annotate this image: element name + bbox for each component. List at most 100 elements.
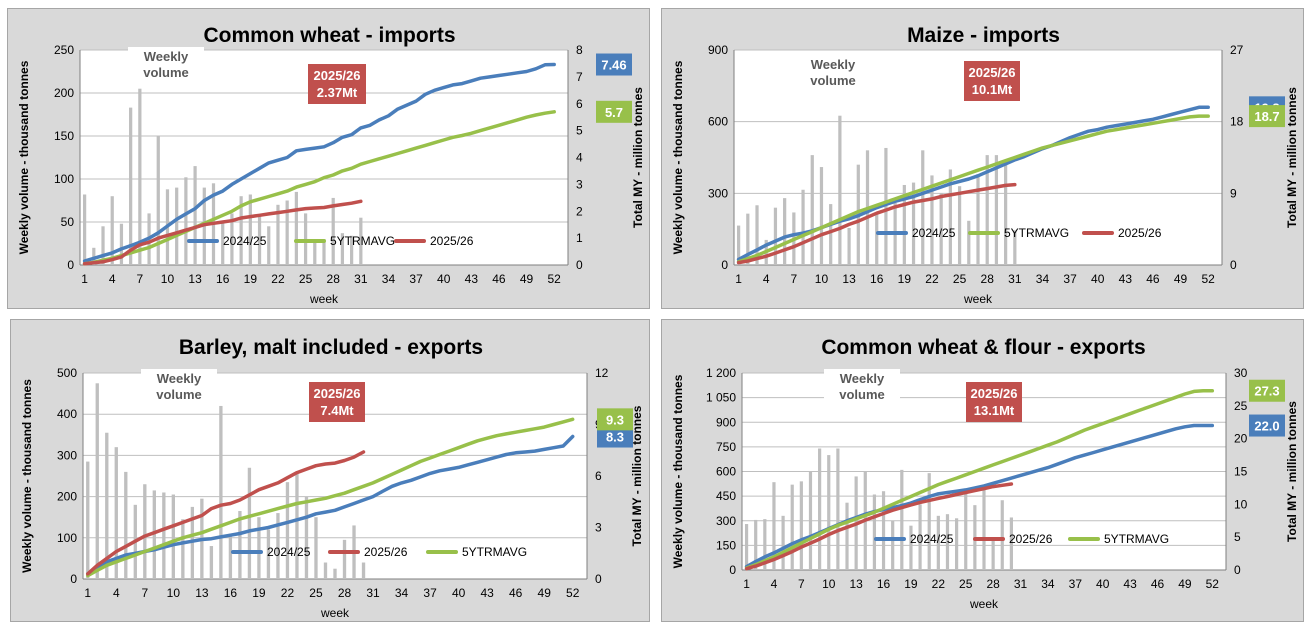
bars-label-line1: Weekly bbox=[157, 371, 202, 386]
bar bbox=[331, 197, 335, 265]
x-tick-label: 7 bbox=[791, 272, 798, 286]
annotation-line1: 2025/26 bbox=[969, 65, 1016, 80]
x-tick-label: 19 bbox=[252, 586, 266, 600]
y2-tick-label: 3 bbox=[595, 521, 602, 535]
chart-panel-barley-exports: Barley, malt included - exports 0 100 200 30… bbox=[10, 319, 650, 622]
legend-label: 2025/26 bbox=[1118, 226, 1162, 240]
x-tick-label: 40 bbox=[1096, 577, 1110, 591]
annotation-line2: 13.1Mt bbox=[974, 403, 1015, 418]
y2-tick-label: 30 bbox=[1234, 366, 1248, 380]
y2-tick-label: 9 bbox=[1230, 186, 1237, 200]
bar bbox=[82, 194, 87, 265]
y2-tick-label: 7 bbox=[576, 70, 583, 84]
x-tick-label: 34 bbox=[395, 586, 409, 600]
bar bbox=[1013, 230, 1017, 265]
x-tick-label: 28 bbox=[338, 586, 352, 600]
bars-label-line2: volume bbox=[143, 65, 189, 80]
end-value-label: 27.3 bbox=[1254, 384, 1279, 399]
bar bbox=[152, 490, 156, 579]
bar bbox=[239, 196, 243, 265]
x-tick-label: 16 bbox=[224, 586, 238, 600]
annotation-box bbox=[966, 382, 1022, 422]
y-tick-label: 500 bbox=[57, 366, 77, 380]
end-value-label: 5.7 bbox=[605, 105, 623, 120]
x-tick-label: 25 bbox=[959, 577, 973, 591]
bar bbox=[266, 529, 271, 579]
bar bbox=[818, 448, 822, 570]
x-axis-label: week bbox=[320, 606, 350, 620]
legend-label: 2024/25 bbox=[910, 532, 954, 546]
x-tick-label: 43 bbox=[480, 586, 494, 600]
y2-axis-label: Total MY - million tonnes bbox=[1285, 401, 1299, 542]
x-tick-label: 7 bbox=[137, 272, 144, 286]
x-tick-label: 4 bbox=[771, 577, 778, 591]
legend-label: 2025/26 bbox=[364, 545, 408, 559]
bar bbox=[819, 167, 824, 265]
bar bbox=[744, 524, 749, 570]
series-line-2025-26 bbox=[736, 182, 1017, 265]
y-axis-label: Weekly volume - thousand tonnes bbox=[671, 60, 685, 254]
y2-tick-label: 1 bbox=[576, 231, 583, 245]
annotation-line2: 7.4Mt bbox=[320, 403, 354, 418]
chart-svg: Barley, malt included - exports010020030… bbox=[20, 336, 644, 620]
bar bbox=[193, 166, 197, 265]
y2-axis-label: Total MY - million tonnes bbox=[630, 405, 644, 546]
bar bbox=[114, 447, 118, 579]
bars-label-line2: volume bbox=[839, 387, 885, 402]
bar bbox=[964, 492, 968, 570]
y-axis-label: Weekly volume - thousand tonnes bbox=[17, 60, 31, 254]
y-tick-label: 0 bbox=[721, 258, 728, 272]
bar bbox=[110, 196, 114, 265]
annotation-line2: 2.37Mt bbox=[317, 85, 358, 100]
bars-label-bg bbox=[128, 47, 204, 81]
y2-tick-label: 0 bbox=[1230, 258, 1237, 272]
bar bbox=[773, 207, 778, 265]
x-tick-label: 7 bbox=[141, 586, 148, 600]
x-tick-label: 4 bbox=[763, 272, 770, 286]
x-tick-label: 22 bbox=[925, 272, 939, 286]
x-tick-label: 25 bbox=[299, 272, 313, 286]
y-tick-label: 400 bbox=[57, 407, 77, 421]
bar bbox=[221, 222, 225, 265]
bar bbox=[976, 174, 980, 265]
bar bbox=[295, 473, 299, 579]
bar bbox=[927, 473, 931, 570]
x-tick-label: 52 bbox=[566, 586, 580, 600]
bar bbox=[799, 481, 803, 570]
x-axis-label: week bbox=[963, 292, 993, 306]
end-value-badge bbox=[596, 53, 632, 76]
x-tick-label: 22 bbox=[932, 577, 946, 591]
x-tick-label: 49 bbox=[1178, 577, 1192, 591]
y-tick-label: 0 bbox=[729, 563, 736, 577]
x-tick-label: 34 bbox=[1036, 272, 1050, 286]
x-tick-label: 40 bbox=[1091, 272, 1105, 286]
bar bbox=[930, 175, 934, 265]
bar bbox=[911, 182, 916, 265]
x-tick-label: 31 bbox=[366, 586, 380, 600]
y2-tick-label: 0 bbox=[1234, 563, 1241, 577]
bars-label-line1: Weekly bbox=[144, 49, 189, 64]
bar bbox=[359, 217, 363, 265]
x-tick-label: 31 bbox=[1014, 577, 1028, 591]
x-tick-label: 52 bbox=[1202, 272, 1216, 286]
x-tick-label: 52 bbox=[1206, 577, 1220, 591]
bar bbox=[313, 241, 317, 265]
y-tick-label: 150 bbox=[716, 538, 736, 552]
x-tick-label: 31 bbox=[354, 272, 368, 286]
annotation-box bbox=[964, 61, 1020, 101]
x-tick-label: 13 bbox=[195, 586, 209, 600]
x-tick-label: 46 bbox=[1151, 577, 1165, 591]
y-tick-label: 0 bbox=[67, 258, 74, 272]
bar bbox=[276, 204, 280, 265]
x-tick-label: 19 bbox=[244, 272, 258, 286]
y-tick-label: 300 bbox=[708, 186, 728, 200]
x-tick-label: 25 bbox=[309, 586, 323, 600]
chart-title: Maize - imports bbox=[907, 24, 1060, 47]
end-value-label: 22.0 bbox=[1254, 419, 1279, 434]
bar bbox=[248, 194, 252, 265]
bar bbox=[763, 519, 767, 570]
bar bbox=[881, 491, 886, 570]
bar bbox=[285, 200, 289, 265]
bar bbox=[247, 467, 252, 579]
x-tick-label: 16 bbox=[877, 577, 891, 591]
